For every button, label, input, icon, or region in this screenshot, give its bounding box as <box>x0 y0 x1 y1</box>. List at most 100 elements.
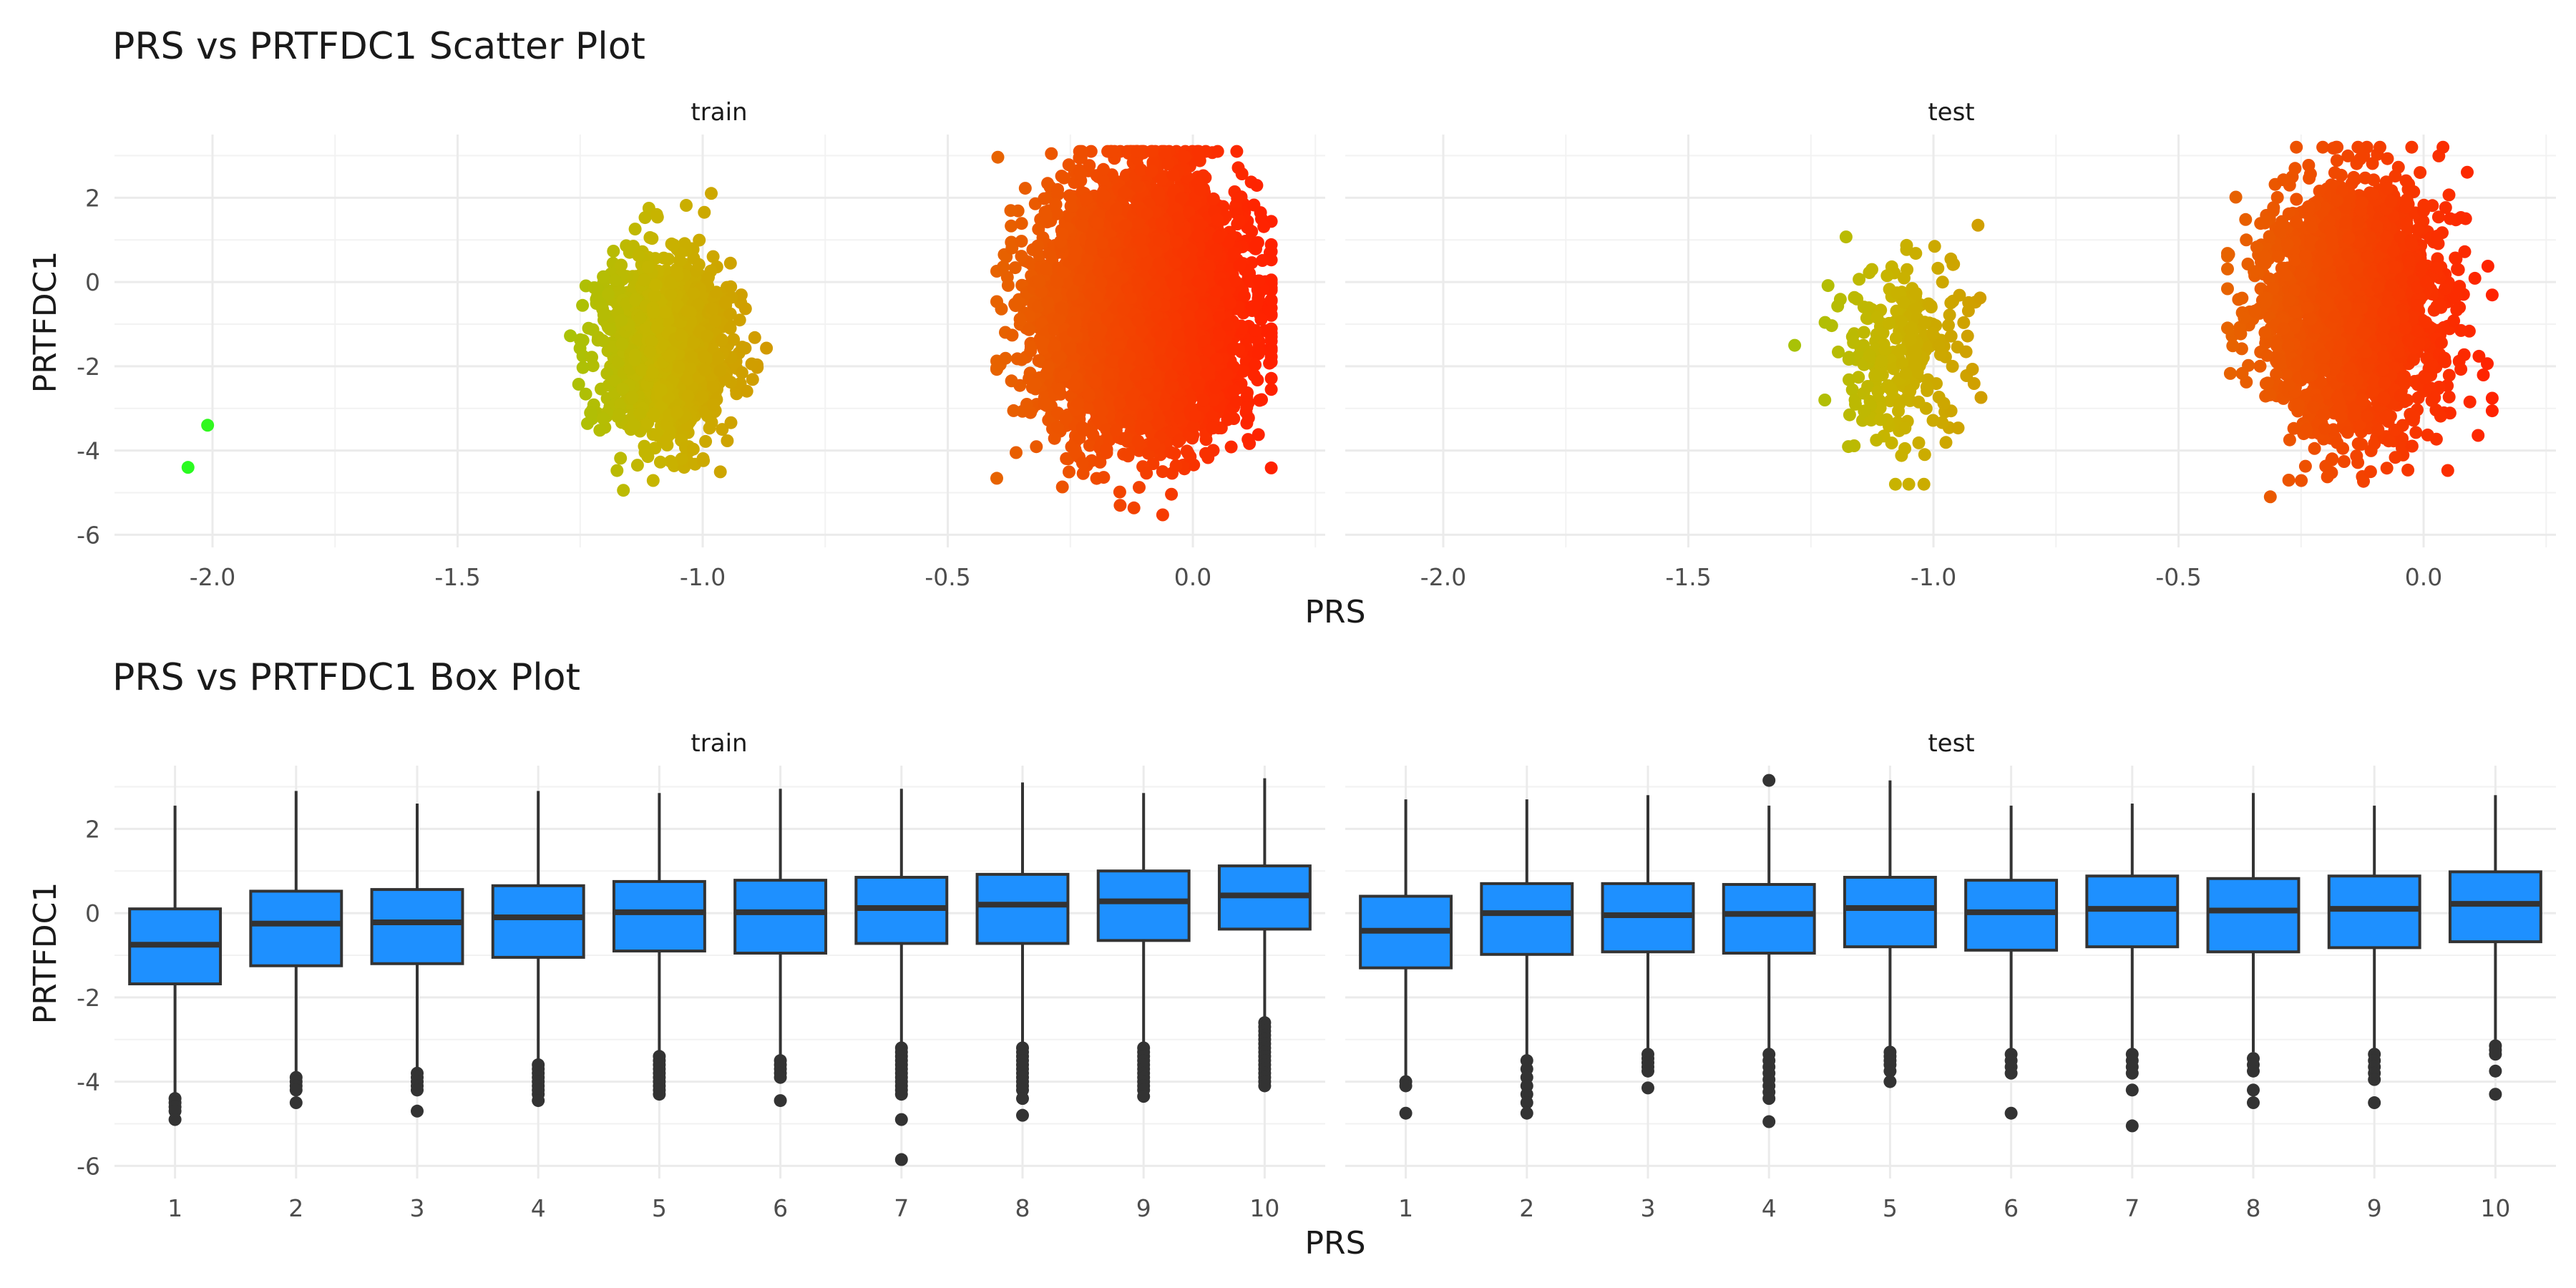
scatter-point <box>1252 347 1265 361</box>
scatter-point <box>1080 192 1093 206</box>
scatter-point <box>1127 501 1141 514</box>
scatter-point <box>1084 145 1098 158</box>
scatter-point <box>1129 369 1143 383</box>
scatter-point <box>1113 499 1127 512</box>
scatter-point <box>1220 368 1234 381</box>
scatter-point <box>1029 377 1043 391</box>
scatter-point <box>1235 167 1249 180</box>
scatter-point <box>1206 421 1219 435</box>
scatter-point <box>1145 165 1158 178</box>
scatter-point <box>1156 508 1169 522</box>
scatter-cluster-train-1 <box>990 145 1278 522</box>
scatter-point <box>1264 371 1278 385</box>
scatter-point <box>1005 328 1019 342</box>
scatter-point <box>1255 393 1268 406</box>
scatter-point <box>1257 220 1271 233</box>
scatter-point <box>1013 313 1027 326</box>
scatter-point <box>1080 253 1094 266</box>
scatter-point <box>1249 324 1262 337</box>
scatter-point <box>1131 434 1145 448</box>
scatter-point <box>1023 323 1036 336</box>
scatter-point <box>1015 235 1028 248</box>
scatter-point <box>1100 442 1113 456</box>
scatter-point <box>1005 374 1018 388</box>
scatter-point <box>1250 298 1263 311</box>
scatter-point <box>1015 353 1028 366</box>
scatter-point <box>1004 204 1018 218</box>
scatter-point <box>1264 293 1278 307</box>
scatter-point <box>1140 467 1153 480</box>
scatter-point <box>1105 286 1118 300</box>
scatter-point <box>1254 313 1268 326</box>
scatter-point <box>1165 487 1179 501</box>
scatter-point <box>1015 217 1028 230</box>
scatter-point <box>1264 343 1278 357</box>
scatter-point <box>1074 167 1088 181</box>
scatter-point <box>1071 397 1085 411</box>
scatter-point <box>1096 174 1110 187</box>
scatter-point <box>1121 414 1135 428</box>
scatter-point <box>1179 150 1192 164</box>
scatter-point <box>1059 411 1073 425</box>
scatter-point <box>1152 411 1166 425</box>
scatter-point <box>990 295 1003 308</box>
scatter-point <box>1031 239 1045 253</box>
scatter-point <box>1227 384 1241 398</box>
scatter-point <box>1249 358 1262 371</box>
scatter-point <box>1038 398 1051 411</box>
scatter-point <box>1089 375 1103 389</box>
scatter-section: PRS vs PRTFDC1 Scatter Plot train test -… <box>27 25 2556 630</box>
strip-label-test: test <box>1928 98 1974 127</box>
scatter-point <box>1117 380 1131 394</box>
scatter-point <box>1158 398 1172 411</box>
scatter-point <box>1175 192 1188 205</box>
scatter-point <box>1035 336 1048 349</box>
scatter-point <box>1263 356 1277 370</box>
scatter-point <box>1252 428 1265 441</box>
scatter-panel-train <box>114 135 1325 547</box>
scatter-point <box>1062 158 1075 172</box>
scatter-point <box>1247 198 1261 212</box>
scatter-point <box>1030 440 1043 454</box>
scatter-point <box>1221 413 1234 426</box>
scatter-point <box>1121 447 1135 461</box>
scatter-point <box>1146 145 1159 158</box>
scatter-point <box>1105 145 1118 158</box>
scatter-point <box>1147 437 1161 451</box>
scatter-point <box>1193 154 1206 167</box>
scatter-point <box>1226 342 1240 356</box>
scatter-point <box>1264 383 1278 396</box>
scatter-point <box>1058 171 1071 185</box>
scatter-point <box>1118 185 1131 199</box>
scatter-point <box>1075 145 1088 158</box>
scatter-point <box>1229 274 1241 288</box>
scatter-point <box>1051 182 1065 196</box>
scatter-point <box>1075 218 1089 232</box>
scatter-point <box>1063 465 1075 479</box>
scatter-point <box>1133 481 1146 494</box>
scatter-point <box>991 150 1005 164</box>
scatter-point <box>997 260 1010 273</box>
scatter-point <box>1113 396 1126 410</box>
scatter-point <box>1264 461 1278 474</box>
scatter-point <box>1020 398 1033 411</box>
scatter-point <box>999 351 1013 365</box>
scatter-point <box>1018 182 1032 195</box>
scatter-point <box>1055 480 1069 494</box>
scatter-point <box>1196 393 1210 406</box>
scatter-point <box>1001 278 1015 292</box>
scatter-point <box>1139 421 1153 435</box>
scatter-point <box>1250 179 1264 192</box>
scatter-point <box>1224 440 1238 454</box>
scatter-point <box>1113 485 1126 499</box>
scatter-point <box>1264 330 1278 343</box>
scatter-point <box>1010 446 1023 459</box>
scatter-point <box>1082 387 1095 401</box>
scatter-title: PRS vs PRTFDC1 Scatter Plot <box>112 25 645 68</box>
scatter-point <box>1009 299 1023 313</box>
scatter-point <box>1213 328 1226 341</box>
scatter-point <box>1230 145 1244 158</box>
scatter-point <box>1199 447 1212 460</box>
scatter-point <box>1097 471 1111 484</box>
